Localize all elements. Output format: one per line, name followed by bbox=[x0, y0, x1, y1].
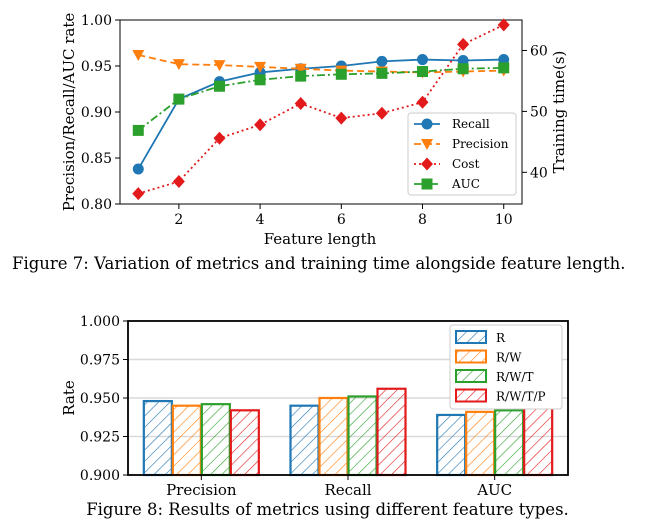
chart1-legend-label: Cost bbox=[452, 157, 480, 171]
figure-7-caption: Figure 7: Variation of metrics and train… bbox=[12, 254, 626, 273]
chart2-y-tick-label: 0.925 bbox=[80, 430, 120, 446]
chart1-data-point bbox=[132, 49, 145, 61]
chart1-data-point bbox=[213, 60, 226, 72]
chart1-data-point bbox=[295, 70, 307, 82]
chart1-legend-marker bbox=[421, 178, 433, 190]
chart1-series-auc bbox=[132, 62, 510, 136]
chart2-bar bbox=[347, 395, 378, 477]
chart1-y-tick-label: 0.80 bbox=[81, 197, 112, 213]
chart1-data-point bbox=[498, 62, 510, 74]
chart2-bar bbox=[465, 410, 496, 477]
chart2-y-tick-label: 0.975 bbox=[80, 353, 120, 369]
chart1-data-point bbox=[172, 174, 185, 188]
chart2-legend-box bbox=[449, 324, 563, 410]
chart2-legend-label: R bbox=[496, 331, 506, 345]
chart1-y-tick-label: 0.95 bbox=[81, 59, 112, 75]
chart2-legend-swatch bbox=[455, 330, 487, 344]
chart2-bar bbox=[376, 387, 407, 477]
chart2-x-tick-label: Precision bbox=[166, 481, 237, 499]
chart1-data-point bbox=[172, 59, 185, 71]
chart1-data-point bbox=[254, 118, 267, 132]
chart2-bar bbox=[229, 409, 260, 477]
chart2-bar bbox=[494, 409, 525, 477]
chart1-data-point bbox=[335, 111, 348, 125]
chart1-data-point bbox=[457, 37, 470, 51]
chart2-y-tick-label: 1.000 bbox=[80, 314, 120, 330]
chart1-ylabel: Precision/Recall/AUC rate bbox=[60, 13, 78, 212]
chart1-data-point bbox=[254, 74, 266, 86]
chart1-y-tick-label: 1.00 bbox=[81, 13, 112, 29]
chart1-data-point bbox=[457, 63, 469, 75]
chart1-data-point bbox=[376, 55, 388, 67]
chart1-y-tick-label: 0.90 bbox=[81, 105, 112, 121]
chart2-bar bbox=[142, 399, 173, 477]
chart2-bar bbox=[523, 404, 554, 477]
chart1-x-tick-label: 10 bbox=[495, 212, 513, 228]
chart1-data-point bbox=[335, 68, 347, 80]
chart1-x-tick-label: 4 bbox=[256, 212, 265, 228]
chart1-series-line bbox=[138, 24, 505, 195]
chart1-series-line bbox=[137, 58, 504, 170]
chart1-data-point bbox=[417, 66, 429, 78]
chart2-legend: R R/W R/W/T R/W/T/P bbox=[449, 324, 563, 410]
chart2-bar bbox=[436, 413, 467, 477]
feature-type-bar-chart: Rate 0.900 0.925 0.950 0.975 1.000 Precision R… bbox=[60, 314, 569, 499]
chart1-legend: Recall Precision Cost AUC bbox=[407, 112, 517, 196]
chart2-y-tick-label: 0.950 bbox=[80, 391, 120, 407]
chart2-legend-swatch bbox=[455, 369, 487, 383]
chart1-data-point bbox=[132, 163, 144, 175]
chart1-data-point bbox=[294, 63, 307, 75]
chart2-legend-label: R/W/T bbox=[496, 370, 533, 384]
chart2-legend-swatch bbox=[455, 349, 487, 364]
chart1-series-line bbox=[138, 54, 504, 74]
chart1-legend-marker bbox=[421, 139, 433, 150]
chart1-data-point bbox=[498, 54, 510, 66]
chart2-legend-label: R/W bbox=[496, 351, 522, 365]
chart1-y2-tick-label: 50 bbox=[530, 104, 548, 120]
chart2-bar bbox=[289, 404, 320, 477]
chart2-y-tick-label: 0.900 bbox=[80, 468, 120, 484]
chart2-x-tick-label: Recall bbox=[324, 481, 371, 499]
chart1-data-point bbox=[497, 18, 510, 32]
chart1-data-point bbox=[173, 93, 185, 105]
chart1-legend-label: AUC bbox=[451, 177, 480, 191]
chart1-data-point bbox=[132, 187, 145, 201]
chart1-data-point bbox=[294, 96, 307, 110]
chart2-x-tick-label: AUC bbox=[476, 481, 512, 499]
chart2-bar bbox=[171, 404, 202, 477]
chart1-data-point bbox=[213, 131, 226, 145]
chart1-x-tick-label: 6 bbox=[337, 212, 346, 228]
chart1-x-tick-label: 8 bbox=[418, 212, 427, 228]
chart2-legend-swatch bbox=[455, 388, 487, 403]
chart1-data-point bbox=[457, 54, 469, 66]
chart1-data-point bbox=[132, 124, 144, 136]
chart1-x-tick-label: 2 bbox=[174, 212, 183, 228]
chart2-ylabel: Rate bbox=[60, 380, 78, 416]
chart1-legend-label: Precision bbox=[452, 137, 509, 151]
chart1-data-point bbox=[416, 95, 429, 109]
chart1-data-point bbox=[417, 54, 429, 66]
chart1-y-tick-label: 0.85 bbox=[81, 151, 112, 167]
chart2-plot-frame bbox=[127, 320, 569, 476]
chart1-y2-tick-label: 60 bbox=[530, 43, 548, 59]
chart1-series-precision bbox=[132, 49, 510, 79]
chart2-bar bbox=[318, 396, 349, 477]
chart1-y2-tick-label: 40 bbox=[530, 165, 548, 181]
chart1-data-point bbox=[213, 80, 225, 92]
chart1-series-cost bbox=[132, 18, 510, 201]
chart1-data-point bbox=[376, 67, 388, 79]
chart1-legend-marker bbox=[421, 157, 433, 171]
chart1-series-line bbox=[137, 66, 504, 132]
figure-8-caption: Figure 8: Results of metrics using diffe… bbox=[86, 500, 569, 519]
chart1-xlabel: Feature length bbox=[264, 230, 377, 248]
chart1-data-point bbox=[254, 61, 267, 73]
feature-length-chart: Precision/Recall/AUC rate Training time(… bbox=[60, 13, 568, 248]
chart2-legend-label: R/W/T/P bbox=[496, 390, 546, 404]
chart1-legend-marker bbox=[421, 118, 433, 130]
chart1-legend-label: Recall bbox=[452, 117, 490, 131]
chart2-bar bbox=[200, 403, 231, 477]
chart1-y2label: Training time(s) bbox=[550, 51, 568, 174]
chart1-data-point bbox=[375, 106, 388, 120]
chart1-legend-box bbox=[407, 112, 517, 196]
